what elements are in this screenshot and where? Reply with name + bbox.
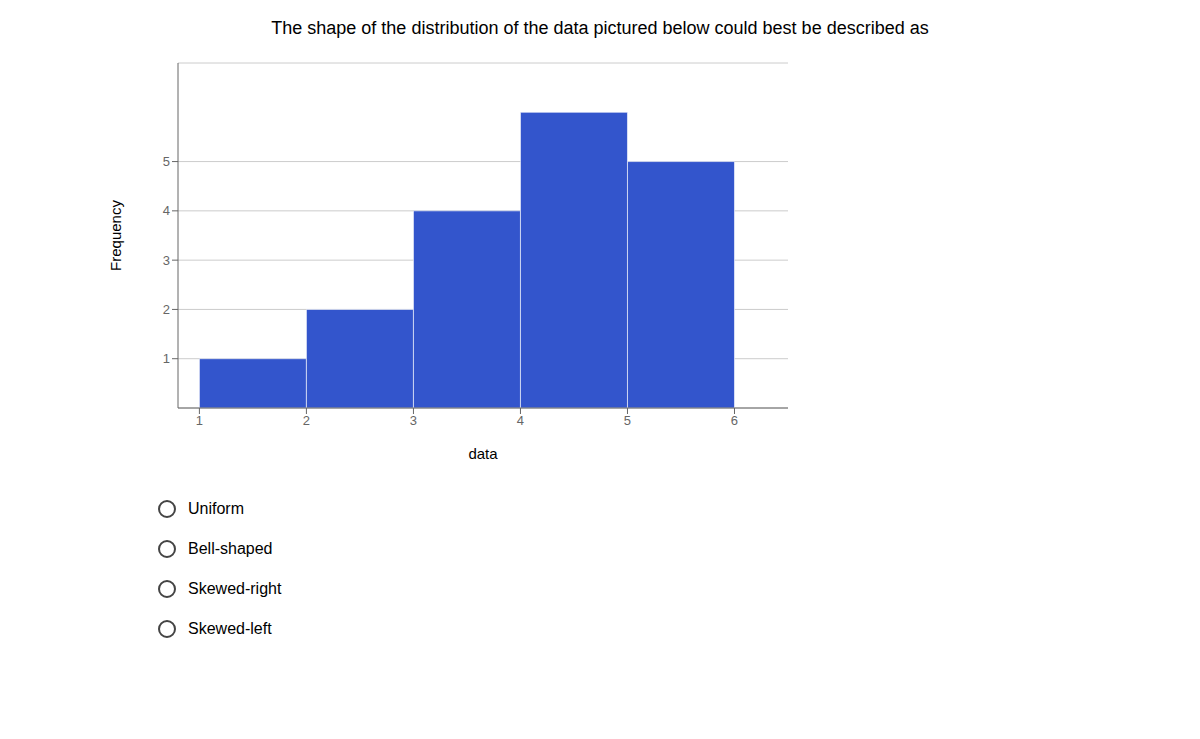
html-text:The shape of the distribution: The shape of the distribution of the dat… (271, 18, 929, 38)
svg-text:4: 4 (517, 413, 524, 428)
svg-text:data: data (468, 445, 498, 462)
svg-text:3: 3 (410, 413, 417, 428)
svg-text:5: 5 (624, 413, 631, 428)
html-text:Skewed-left: Skewed-left (188, 620, 272, 637)
svg-text:2: 2 (163, 302, 170, 317)
html-text:Uniform: Uniform (188, 500, 244, 517)
svg-text:6: 6 (731, 413, 738, 428)
svg-text:Frequency: Frequency (107, 200, 124, 271)
svg-text:1: 1 (196, 413, 203, 428)
svg-text:4: 4 (163, 203, 170, 218)
html-text:Skewed-right: Skewed-right (188, 580, 282, 597)
svg-text:1: 1 (163, 351, 170, 366)
svg-text:5: 5 (163, 154, 170, 169)
html-text:Bell-shaped: Bell-shaped (188, 540, 273, 557)
svg-text:2: 2 (303, 413, 310, 428)
svg-text:3: 3 (163, 253, 170, 268)
